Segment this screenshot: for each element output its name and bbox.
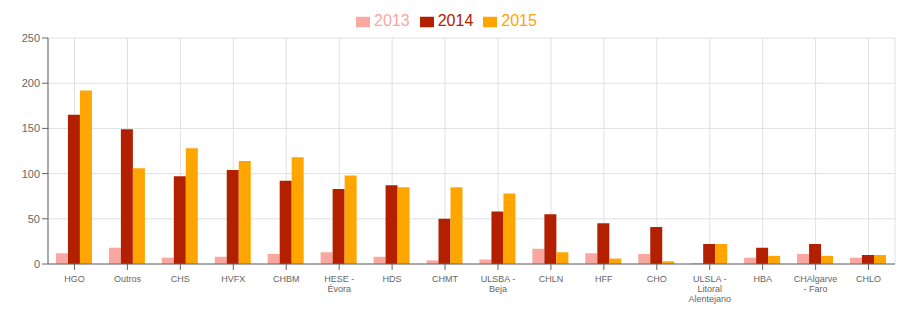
svg-text:100: 100 bbox=[22, 168, 40, 180]
svg-text:CHLO: CHLO bbox=[856, 274, 881, 284]
svg-text:ULSLA -LitoralAlentejano: ULSLA -LitoralAlentejano bbox=[688, 274, 731, 304]
html-text:2013: 2013 bbox=[374, 12, 410, 29]
svg-text:150: 150 bbox=[22, 122, 40, 134]
svg-text:HFF: HFF bbox=[595, 274, 613, 284]
svg-text:HGO: HGO bbox=[64, 274, 85, 284]
svg-text:200: 200 bbox=[22, 77, 40, 89]
svg-text:HVFX: HVFX bbox=[221, 274, 245, 284]
svg-text:250: 250 bbox=[22, 32, 40, 44]
svg-text:Outros: Outros bbox=[114, 274, 142, 284]
svg-text:HBA: HBA bbox=[753, 274, 772, 284]
svg-text:CHO: CHO bbox=[647, 274, 667, 284]
svg-text:CHAlgarve- Faro: CHAlgarve- Faro bbox=[794, 274, 838, 294]
svg-text:CHMT: CHMT bbox=[432, 274, 458, 284]
svg-text:CHS: CHS bbox=[171, 274, 190, 284]
svg-text:ULSBA -Beja: ULSBA -Beja bbox=[481, 274, 516, 294]
svg-text:CHBM: CHBM bbox=[273, 274, 300, 284]
svg-text:CHLN: CHLN bbox=[539, 274, 564, 284]
html-text:2015: 2015 bbox=[501, 12, 537, 29]
svg-text:50: 50 bbox=[28, 213, 40, 225]
svg-text:0: 0 bbox=[34, 258, 40, 270]
svg-text:HDS: HDS bbox=[383, 274, 402, 284]
html-text:2014: 2014 bbox=[437, 12, 474, 29]
svg-text:HESE -Évora: HESE -Évora bbox=[324, 274, 354, 294]
